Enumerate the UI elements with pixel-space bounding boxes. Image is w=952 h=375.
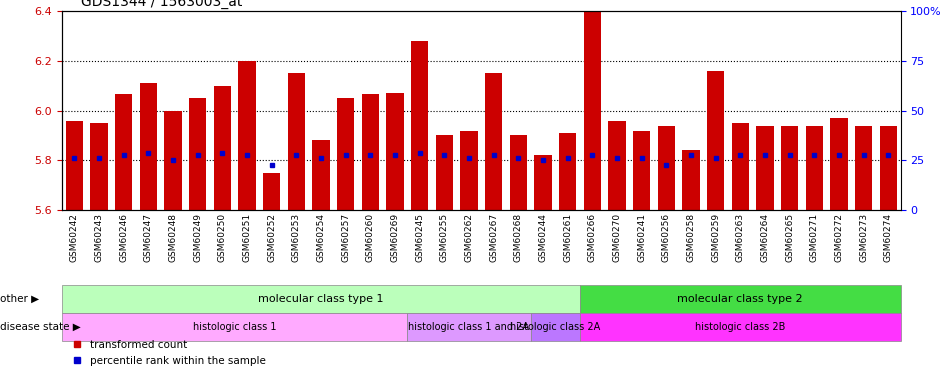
- Bar: [337, 98, 354, 210]
- Text: histologic class 2B: histologic class 2B: [694, 322, 784, 332]
- Bar: [312, 141, 329, 210]
- Bar: [780, 126, 798, 210]
- Bar: [879, 126, 896, 210]
- Bar: [386, 93, 403, 210]
- Bar: [583, 11, 601, 210]
- Bar: [829, 118, 846, 210]
- Bar: [682, 150, 699, 210]
- Bar: [460, 130, 477, 210]
- Bar: [115, 94, 132, 210]
- Bar: [410, 41, 427, 210]
- Text: other ▶: other ▶: [0, 294, 39, 304]
- Bar: [164, 111, 182, 210]
- Bar: [534, 155, 551, 210]
- Text: histologic class 1 and 2A: histologic class 1 and 2A: [408, 322, 529, 332]
- Bar: [509, 135, 526, 210]
- Bar: [804, 126, 822, 210]
- Text: GDS1344 / 1563003_at: GDS1344 / 1563003_at: [81, 0, 242, 9]
- Text: histologic class 1: histologic class 1: [192, 322, 276, 332]
- Bar: [238, 61, 255, 210]
- Text: histologic class 2A: histologic class 2A: [509, 322, 600, 332]
- Bar: [485, 74, 502, 210]
- Bar: [607, 121, 625, 210]
- Legend: transformed count, percentile rank within the sample: transformed count, percentile rank withi…: [67, 336, 269, 370]
- Bar: [66, 121, 83, 210]
- Bar: [361, 94, 379, 210]
- Bar: [213, 86, 230, 210]
- Text: disease state ▶: disease state ▶: [0, 322, 81, 332]
- Bar: [188, 98, 206, 210]
- Bar: [632, 130, 649, 210]
- Bar: [706, 71, 724, 210]
- Bar: [657, 126, 674, 210]
- Bar: [263, 173, 280, 210]
- Bar: [140, 83, 157, 210]
- Bar: [90, 123, 108, 210]
- Text: molecular class type 2: molecular class type 2: [677, 294, 803, 304]
- Bar: [854, 126, 871, 210]
- Bar: [435, 135, 452, 210]
- Bar: [756, 126, 773, 210]
- Bar: [288, 74, 305, 210]
- Text: molecular class type 1: molecular class type 1: [258, 294, 384, 304]
- Bar: [731, 123, 748, 210]
- Bar: [559, 133, 576, 210]
